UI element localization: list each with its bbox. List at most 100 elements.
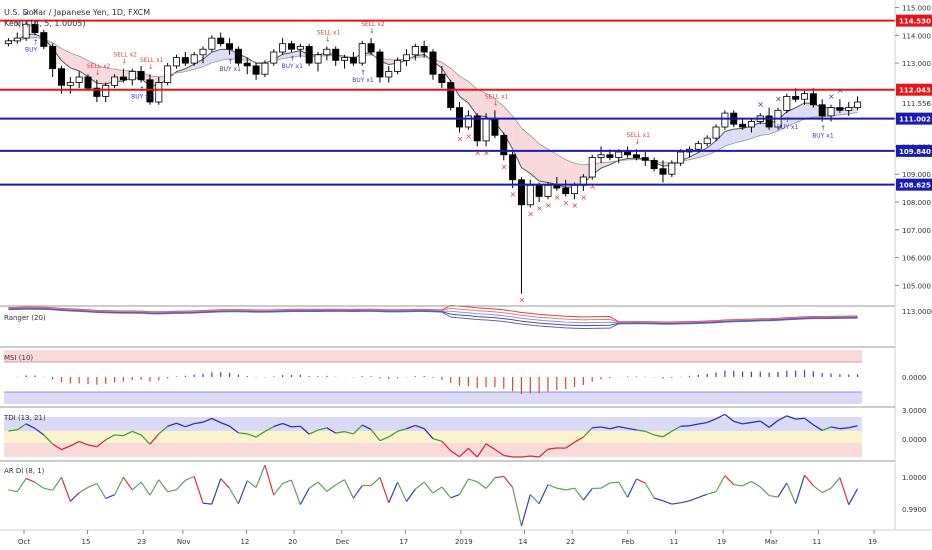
ardi-line-segment <box>167 489 177 493</box>
buy-signal-label: BUY x1 <box>777 124 799 131</box>
tdi-line-segment <box>202 417 213 423</box>
tdi-line-segment <box>768 420 779 428</box>
ardi-line-segment <box>529 493 540 505</box>
buy-signal-arrow-icon: ↑ <box>228 58 234 66</box>
sell-signal-arrow-icon: ↓ <box>493 99 499 107</box>
tdi-pane[interactable]: TDI (13, 21) <box>3 413 862 458</box>
sell-signal-arrow-icon: ↓ <box>634 138 640 146</box>
ardi-line-segment <box>352 485 363 499</box>
ardi-line-segment <box>680 500 690 504</box>
candle-body <box>827 107 835 117</box>
candle-body <box>226 43 234 50</box>
tdi-line-segment <box>220 421 230 427</box>
time-tick-label: 20 <box>288 538 297 546</box>
ranger-band-line <box>8 307 858 323</box>
tdi-line-segment <box>176 422 186 428</box>
tdi-line-segment <box>326 427 337 434</box>
candle-body <box>49 46 57 70</box>
msi-upper-zone <box>4 350 862 362</box>
tdi-line-segment <box>742 421 752 425</box>
msi-label: MSI (10) <box>4 354 33 362</box>
candle-body <box>588 157 596 178</box>
ardi-line-segment <box>494 475 504 479</box>
ardi-line-segment <box>211 478 222 505</box>
ardi-line-segment <box>317 481 328 492</box>
tdi-line-segment <box>255 430 266 438</box>
tdi-line-segment <box>547 447 557 450</box>
ardi-line-segment <box>246 480 257 489</box>
tdi-line-segment <box>247 433 257 438</box>
ardi-line-segment <box>839 477 850 505</box>
tdi-line-segment <box>565 441 575 449</box>
tdi-line-segment <box>335 430 345 434</box>
candle-body <box>491 118 499 136</box>
ardi-line-segment <box>405 488 416 502</box>
ardi-line-segment <box>459 478 469 495</box>
tdi-line-segment <box>795 417 805 420</box>
ardi-line-segment <box>185 475 195 481</box>
x-mark-icon: × <box>457 135 464 144</box>
ardi-line-segment <box>759 486 770 497</box>
tdi-line-segment <box>467 447 478 458</box>
tdi-line-segment <box>432 438 443 442</box>
candle-body <box>818 104 826 117</box>
buy-signal-label: BUY <box>25 46 38 53</box>
time-tick-label: 2019 <box>455 538 473 546</box>
candle-body <box>217 37 225 45</box>
ardi-pane[interactable]: AR DI (8, 1) <box>4 464 859 527</box>
level-price-tag <box>896 178 932 191</box>
candle-body <box>792 96 800 100</box>
ardi-line-segment <box>423 481 434 494</box>
candle-body <box>703 137 711 145</box>
tdi-line-segment <box>273 422 283 428</box>
candle-body <box>641 157 649 161</box>
candle-body <box>677 151 685 164</box>
tdi-line-segment <box>724 413 735 422</box>
ranger-pane[interactable]: Ranger (20) <box>4 304 858 330</box>
ma-cloud-segment <box>556 154 566 188</box>
ardi-line-segment <box>812 485 823 494</box>
x-mark-icon: × <box>837 86 844 95</box>
ma-cloud-segment <box>547 149 557 185</box>
price-pane[interactable]: BUY↑BUY x1↑BUY x1↑BUY x1↑BUY x1↑BUY x1↑B… <box>0 7 895 305</box>
ardi-line-segment <box>636 478 646 484</box>
candle-body <box>845 107 853 111</box>
tdi-line-segment <box>706 418 717 424</box>
ardi-line-segment <box>786 482 797 504</box>
candle-body <box>57 68 65 86</box>
candle-body <box>22 23 30 39</box>
candle-body <box>429 51 437 75</box>
tdi-line-segment <box>733 420 743 425</box>
x-mark-icon: × <box>501 162 508 171</box>
candle-body <box>234 48 242 64</box>
candle-body <box>562 187 570 195</box>
tdi-line-segment <box>821 426 832 432</box>
candle-body <box>296 46 304 50</box>
ardi-line-segment <box>582 488 593 501</box>
tdi-axis-label-top: 3.0000 <box>902 407 927 415</box>
ma-cloud-segment <box>503 106 513 149</box>
time-tick-label: Mar <box>765 538 778 546</box>
ranger-axis-label: 113.0000 <box>902 308 932 316</box>
price-tick-label: 114.000 <box>902 32 931 40</box>
candle-body <box>341 57 349 61</box>
tdi-line-segment <box>671 425 681 432</box>
ardi-line-segment <box>69 492 80 502</box>
ma-cloud-segment <box>203 52 212 67</box>
msi-pane[interactable]: MSI (10) <box>4 350 862 404</box>
tdi-line-segment <box>87 444 98 448</box>
sell-signal-arrow-icon: ↓ <box>369 27 375 35</box>
candle-body <box>208 37 216 50</box>
ma-cloud-segment <box>70 52 80 71</box>
ardi-line-segment <box>60 477 71 502</box>
candle-body <box>376 51 384 78</box>
time-tick-label: 12 <box>240 538 249 546</box>
ma-cloud-segment <box>601 162 610 169</box>
candle-body <box>659 168 667 175</box>
ardi-line-segment <box>821 487 832 494</box>
x-mark-icon: × <box>757 100 764 109</box>
ardi-line-segment <box>290 479 301 505</box>
time-tick-label: 19 <box>717 538 726 546</box>
